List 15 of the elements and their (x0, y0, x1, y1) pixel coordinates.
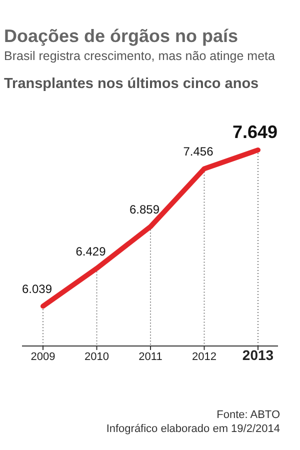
y-axis-title: Transplantes nos últimos cinco anos (4, 76, 259, 92)
x-tick-label: 2009 (30, 351, 56, 363)
chart-title: Doações de órgãos no país (4, 26, 238, 46)
data-label: 6.039 (22, 282, 52, 296)
data-label: 7.456 (183, 144, 214, 159)
text: Infográfico elaborado em 19/2/2014 (106, 423, 280, 435)
data-label: 7.649 (232, 122, 278, 142)
data-label: 6.859 (129, 202, 160, 217)
chart-subtitle: Brasil registra crescimento, mas não atinge meta (4, 49, 275, 63)
data-label: 6.429 (76, 244, 106, 258)
x-tick-label: 2011 (138, 351, 162, 363)
x-tick-label: 2012 (192, 351, 216, 363)
x-tick-label: 2013 (242, 347, 274, 363)
source-note: Fonte: ABTO (216, 409, 280, 421)
x-tick-label: 2010 (84, 351, 109, 363)
